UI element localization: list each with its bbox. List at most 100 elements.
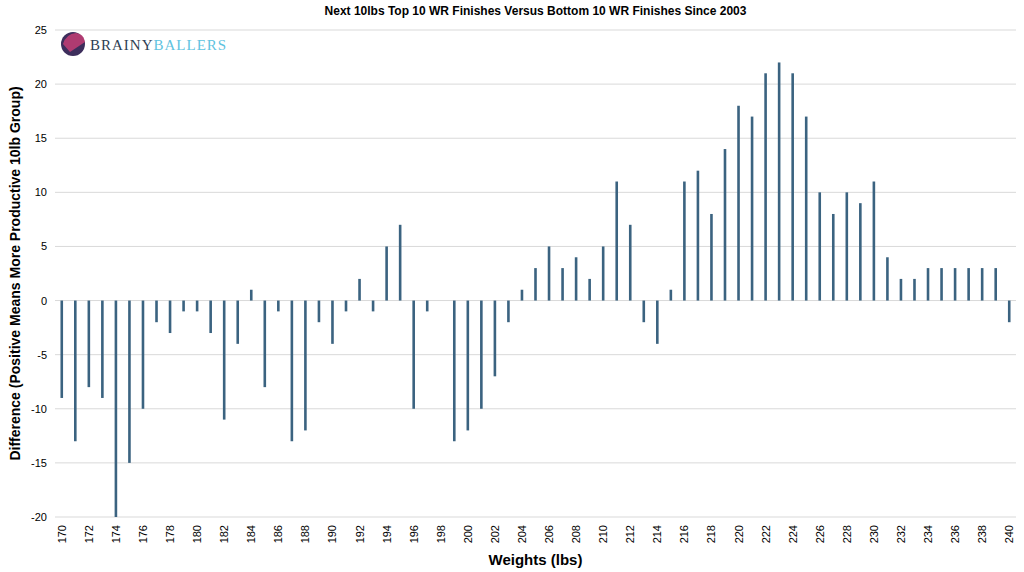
bar: [115, 301, 118, 517]
x-tick-label: 238: [976, 525, 988, 543]
y-tick-label: 10: [35, 186, 47, 198]
x-tick-label: 192: [354, 525, 366, 543]
bar: [656, 301, 659, 344]
bar: [737, 106, 740, 301]
chart: -20-15-10-505101520251701721741761781801…: [0, 0, 1024, 572]
x-tick-label: 230: [868, 525, 880, 543]
x-tick-label: 170: [56, 525, 68, 543]
logo-text: BRAINYBALLERS: [90, 37, 227, 53]
bar: [74, 301, 77, 442]
grid-line: [55, 517, 1016, 518]
bar: [940, 268, 943, 300]
x-tick-label: 212: [624, 525, 636, 543]
bar: [318, 301, 321, 323]
bar: [548, 246, 551, 300]
bar: [304, 301, 307, 431]
x-tick-label: 184: [245, 525, 257, 543]
bar: [670, 290, 673, 301]
bar: [900, 279, 903, 301]
x-tick-label: 172: [83, 525, 95, 543]
bar: [954, 268, 957, 300]
x-tick-label: 220: [733, 525, 745, 543]
x-tick-label: 228: [841, 525, 853, 543]
bar: [250, 290, 253, 301]
bar: [209, 301, 212, 333]
bar: [602, 246, 605, 300]
x-tick-label: 176: [137, 525, 149, 543]
bar: [683, 182, 686, 301]
bar: [453, 301, 456, 442]
bar: [859, 203, 862, 300]
bar: [615, 182, 618, 301]
bar: [507, 301, 510, 323]
bar: [981, 268, 984, 300]
x-tick-label: 208: [570, 525, 582, 543]
x-tick-label: 178: [164, 525, 176, 543]
x-tick-label: 226: [814, 525, 826, 543]
bar: [277, 301, 280, 312]
x-tick-label: 234: [922, 525, 934, 543]
y-axis-label: Difference (Positive Means More Producti…: [7, 86, 23, 460]
bar: [155, 301, 158, 323]
bar: [291, 301, 294, 442]
bar: [358, 279, 361, 301]
bar: [223, 301, 226, 420]
grid-line: [55, 462, 1016, 463]
bar: [128, 301, 131, 463]
bar: [724, 149, 727, 301]
grid-line: [55, 84, 1016, 85]
bar: [873, 182, 876, 301]
bar: [372, 301, 375, 312]
x-tick-label: 202: [489, 525, 501, 543]
bar: [778, 62, 781, 300]
bar: [142, 301, 145, 409]
x-tick-label: 188: [299, 525, 311, 543]
grid-line: [55, 354, 1016, 355]
bar: [1008, 301, 1011, 323]
y-tick-label: 15: [35, 132, 47, 144]
bar: [805, 117, 808, 301]
logo-icon: [61, 32, 85, 56]
y-tick-label: 25: [35, 24, 47, 36]
bar: [642, 301, 645, 323]
bar: [588, 279, 591, 301]
x-tick-label: 194: [381, 525, 393, 543]
grid-line: [55, 30, 1016, 31]
x-tick-label: 206: [543, 525, 555, 543]
x-tick-label: 200: [462, 525, 474, 543]
bar: [196, 301, 199, 312]
bar: [764, 73, 767, 300]
bars: [60, 62, 1010, 517]
bar: [345, 301, 348, 312]
x-axis-label: Weights (lbs): [489, 551, 583, 568]
bar: [439, 300, 442, 301]
bar: [521, 290, 524, 301]
bar: [494, 301, 497, 377]
y-tick-label: 20: [35, 78, 47, 90]
y-tick-label: -20: [31, 511, 47, 523]
grid-line: [55, 192, 1016, 193]
bar: [399, 225, 402, 301]
bar: [426, 301, 429, 312]
bar: [846, 192, 849, 300]
bar: [561, 268, 564, 300]
x-tick-label: 236: [949, 525, 961, 543]
bar: [913, 279, 916, 301]
x-tick-label: 210: [597, 525, 609, 543]
grid-line: [55, 246, 1016, 247]
x-tick-label: 190: [326, 525, 338, 543]
x-tick-label: 222: [760, 525, 772, 543]
x-tick-label: 174: [110, 525, 122, 543]
x-tick-label: 182: [218, 525, 230, 543]
y-tick-label: -5: [37, 349, 47, 361]
x-tick-label: 186: [272, 525, 284, 543]
bar: [818, 192, 821, 300]
x-tick-label: 214: [651, 525, 663, 543]
bar: [263, 301, 266, 388]
bar: [994, 268, 997, 300]
bar: [467, 301, 470, 431]
grid: [55, 30, 1016, 517]
grid-line: [55, 408, 1016, 409]
bar: [751, 117, 754, 301]
bar: [967, 268, 970, 300]
